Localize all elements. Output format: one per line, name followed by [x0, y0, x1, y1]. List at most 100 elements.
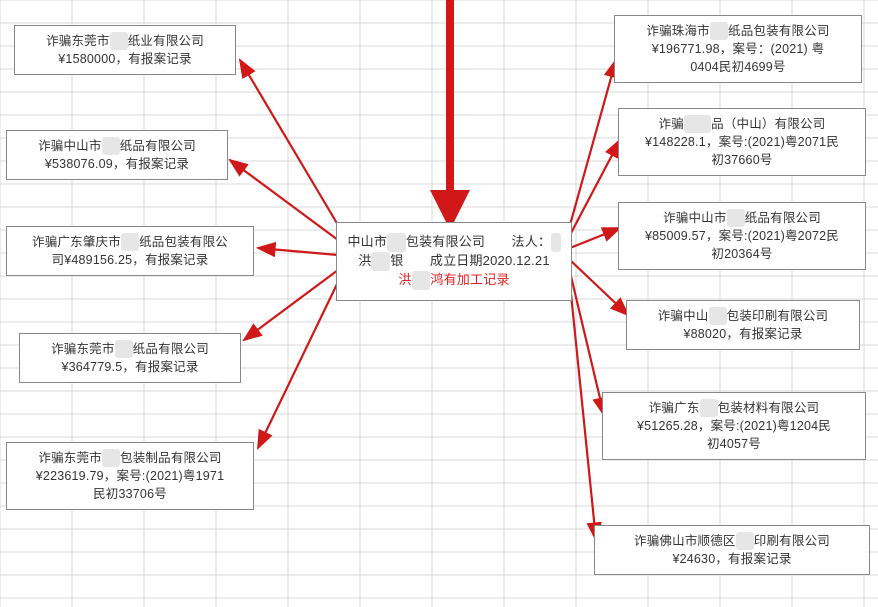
- text-segment: 初37660号: [711, 153, 772, 167]
- redacted-text: ██: [115, 340, 133, 358]
- text-segment: 中山市: [347, 234, 387, 249]
- node-line: ¥223619.79，案号:(2021)粤1971: [15, 467, 245, 485]
- node-line: 初4057号: [611, 435, 857, 453]
- right-victim-node-3: 诈骗中山██包装印刷有限公司 ¥88020，有报案记录: [626, 300, 860, 350]
- node-line: 司¥489156.25，有报案记录: [15, 251, 245, 269]
- text-segment: 纸品有限公司: [745, 211, 821, 225]
- text-segment: 诈骗中山市: [663, 211, 727, 225]
- text-segment: ¥364779.5，有报案记录: [61, 360, 198, 374]
- node-line: 诈骗东莞市██包装制品有限公司: [15, 449, 245, 467]
- redacted-text: ███: [684, 115, 711, 133]
- redacted-text: ██: [710, 22, 728, 40]
- text-segment: 诈骗佛山市顺德区: [634, 534, 736, 548]
- text-segment: 诈骗东莞市: [51, 342, 115, 356]
- node-line: ¥148228.1，案号:(2021)粤2071民: [627, 133, 857, 151]
- right-victim-node-1: 诈骗███品（中山）有限公司 ¥148228.1，案号:(2021)粤2071民初…: [618, 108, 866, 176]
- right-victim-node-5: 诈骗佛山市顺德区██印刷有限公司 ¥24630，有报案记录: [594, 525, 870, 575]
- node-line: 洪██银 成立日期2020.12.21: [347, 252, 561, 271]
- text-segment: 包装制品有限公司: [120, 451, 222, 465]
- redacted-text: ██: [412, 271, 431, 290]
- redacted-text: ██: [709, 307, 727, 325]
- redacted-text: ██: [736, 532, 754, 550]
- text-segment: 诈骗广东肇庆市: [32, 235, 121, 249]
- text-segment: ¥51265.28，案号:(2021)粤1204民: [637, 419, 831, 433]
- text-segment: 纸品有限公司: [120, 139, 196, 153]
- node-line: 诈骗东莞市██纸业有限公司: [23, 32, 227, 50]
- redacted-text: ██: [700, 399, 718, 417]
- left-victim-node-0: 诈骗东莞市██纸业有限公司 ¥1580000，有报案记录: [14, 25, 236, 75]
- redacted-text: ██: [121, 233, 139, 251]
- node-line: ¥51265.28，案号:(2021)粤1204民: [611, 417, 857, 435]
- text-segment: 初20364号: [711, 247, 772, 261]
- text-segment: ¥148228.1，案号:(2021)粤2071民: [645, 135, 839, 149]
- left-victim-node-3: 诈骗东莞市██纸品有限公司 ¥364779.5，有报案记录: [19, 333, 241, 383]
- text-segment: 纸业有限公司: [128, 34, 204, 48]
- right-victim-node-4: 诈骗广东██包装材料有限公司 ¥51265.28，案号:(2021)粤1204民初…: [602, 392, 866, 460]
- redacted-text: ██: [387, 233, 406, 252]
- redacted-text: ██: [110, 32, 128, 50]
- node-line: 初37660号: [627, 151, 857, 169]
- text-segment: ¥24630，有报案记录: [672, 552, 791, 566]
- left-victim-node-1: 诈骗中山市██纸品有限公司 ¥538076.09，有报案记录: [6, 130, 228, 180]
- node-line: 民初33706号: [15, 485, 245, 503]
- text-segment: 品（中山）有限公司: [711, 117, 825, 131]
- node-line: ¥88020，有报案记录: [635, 325, 851, 343]
- node-line: ¥196771.98，案号：(2021) 粤: [623, 40, 853, 58]
- text-segment: 0404民初4699号: [690, 60, 785, 74]
- node-line: ¥364779.5，有报案记录: [28, 358, 232, 376]
- node-line: 诈骗中山██包装印刷有限公司: [635, 307, 851, 325]
- text-segment: 诈骗: [659, 117, 684, 131]
- diagram-content: 中山市██包装有限公司 法人：█洪██银 成立日期2020.12.21洪██鸿有…: [0, 0, 878, 607]
- text-segment: 纸品有限公司: [133, 342, 209, 356]
- redacted-text: ██: [371, 252, 390, 271]
- node-line: 洪██鸿有加工记录: [347, 271, 561, 290]
- node-line: 诈骗珠海市██纸品包装有限公司: [623, 22, 853, 40]
- text-segment: 诈骗广东: [649, 401, 700, 415]
- text-segment: 包装材料有限公司: [718, 401, 820, 415]
- text-segment: ¥538076.09，有报案记录: [45, 157, 189, 171]
- node-line: 诈骗███品（中山）有限公司: [627, 115, 857, 133]
- node-line: 诈骗东莞市██纸品有限公司: [28, 340, 232, 358]
- text-segment: 银 成立日期2020.12.21: [390, 253, 549, 268]
- text-segment: 洪: [398, 272, 411, 287]
- node-line: 诈骗佛山市顺德区██印刷有限公司: [603, 532, 861, 550]
- node-line: 诈骗广东██包装材料有限公司: [611, 399, 857, 417]
- text-segment: ¥223619.79，案号:(2021)粤1971: [36, 469, 224, 483]
- node-line: 诈骗广东肇庆市██纸品包装有限公: [15, 233, 245, 251]
- node-line: 0404民初4699号: [623, 58, 853, 76]
- text-segment: 诈骗中山: [658, 309, 709, 323]
- redacted-text: ██: [102, 137, 120, 155]
- text-segment: 洪: [358, 253, 371, 268]
- node-line: ¥85009.57，案号:(2021)粤2072民: [627, 227, 857, 245]
- text-segment: ¥88020，有报案记录: [683, 327, 802, 341]
- text-segment: 司¥489156.25，有报案记录: [52, 253, 209, 267]
- text-segment: ¥1580000，有报案记录: [58, 52, 191, 66]
- text-segment: 诈骗东莞市: [46, 34, 110, 48]
- node-line: ¥1580000，有报案记录: [23, 50, 227, 68]
- text-segment: 诈骗东莞市: [38, 451, 102, 465]
- center-company-node: 中山市██包装有限公司 法人：█洪██银 成立日期2020.12.21洪██鸿有…: [336, 222, 572, 301]
- node-line: 诈骗中山市██纸品有限公司: [15, 137, 219, 155]
- text-segment: 诈骗中山市: [38, 139, 102, 153]
- node-line: 初20364号: [627, 245, 857, 263]
- text-segment: 纸品包装有限公司: [728, 24, 830, 38]
- text-segment: 印刷有限公司: [754, 534, 830, 548]
- text-segment: 民初33706号: [93, 487, 167, 501]
- left-victim-node-2: 诈骗广东肇庆市██纸品包装有限公司¥489156.25，有报案记录: [6, 226, 254, 276]
- redacted-text: ██: [727, 209, 745, 227]
- text-segment: 鸿有加工记录: [430, 272, 509, 287]
- node-line: 诈骗中山市██纸品有限公司: [627, 209, 857, 227]
- node-line: ¥538076.09，有报案记录: [15, 155, 219, 173]
- text-segment: 初4057号: [707, 437, 761, 451]
- text-segment: 纸品包装有限公: [139, 235, 228, 249]
- left-victim-node-4: 诈骗东莞市██包装制品有限公司 ¥223619.79，案号:(2021)粤1971…: [6, 442, 254, 510]
- right-victim-node-0: 诈骗珠海市██纸品包装有限公司 ¥196771.98，案号：(2021) 粤 040…: [614, 15, 862, 83]
- text-segment: 包装有限公司 法人：: [406, 234, 551, 249]
- text-segment: ¥196771.98，案号：(2021) 粤: [652, 42, 825, 56]
- text-segment: 包装印刷有限公司: [727, 309, 829, 323]
- node-line: 中山市██包装有限公司 法人：█: [347, 233, 561, 252]
- redacted-text: ██: [102, 449, 120, 467]
- right-victim-node-2: 诈骗中山市██纸品有限公司 ¥85009.57，案号:(2021)粤2072民初2…: [618, 202, 866, 270]
- text-segment: ¥85009.57，案号:(2021)粤2072民: [645, 229, 839, 243]
- redacted-text: █: [551, 233, 560, 252]
